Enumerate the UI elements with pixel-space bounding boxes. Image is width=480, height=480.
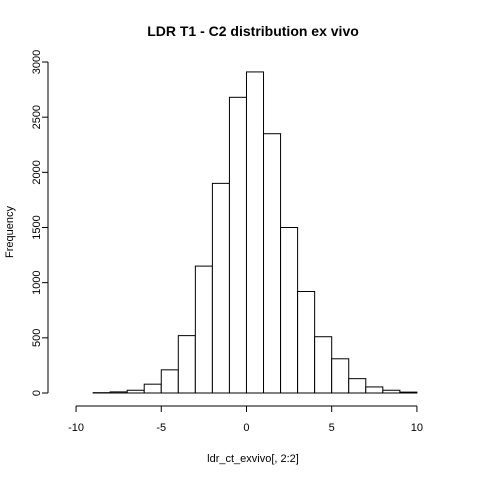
y-tick-label: 2500 — [31, 105, 43, 129]
y-tick-label: 2000 — [31, 160, 43, 184]
histogram-bar — [263, 133, 282, 394]
histogram-bar — [297, 290, 316, 394]
y-tick-label: 3000 — [31, 50, 43, 74]
histogram-bar — [109, 391, 128, 394]
histogram-bar — [399, 391, 418, 394]
x-tick-label: -10 — [68, 422, 84, 434]
histogram-bar — [194, 265, 213, 394]
histogram-bar — [160, 369, 179, 394]
x-tick-label: 10 — [411, 422, 423, 434]
histogram-bar — [143, 383, 162, 394]
y-tick-label: 1500 — [31, 215, 43, 239]
histogram-bar — [177, 335, 196, 394]
y-axis-label: Frequency — [4, 206, 16, 258]
y-tick-label: 0 — [31, 390, 43, 396]
histogram-bar — [348, 378, 367, 394]
y-axis: 0 500 1000 1500 2000 2500 3000 — [31, 50, 49, 396]
x-tick-label: 0 — [243, 422, 249, 434]
histogram-bar — [280, 227, 299, 394]
x-tick-label: 5 — [329, 422, 335, 434]
histogram-bar — [331, 358, 350, 394]
histogram-bar — [314, 336, 333, 394]
x-tick-label: -5 — [156, 422, 166, 434]
x-axis-label: ldr_ct_exvivo[, 2:2] — [207, 453, 299, 465]
histogram-bar — [126, 389, 145, 394]
histogram-bar — [228, 96, 247, 394]
histogram-bar — [245, 71, 265, 394]
x-axis: -10 -5 0 5 10 — [68, 405, 423, 434]
chart-title: LDR T1 - C2 distribution ex vivo — [147, 23, 359, 39]
y-tick-label: 500 — [31, 329, 43, 347]
histogram-bar — [365, 386, 384, 394]
histogram-bar — [382, 389, 401, 394]
histogram-bar — [211, 182, 230, 394]
bars-group — [92, 71, 418, 394]
y-tick-label: 1000 — [31, 270, 43, 294]
